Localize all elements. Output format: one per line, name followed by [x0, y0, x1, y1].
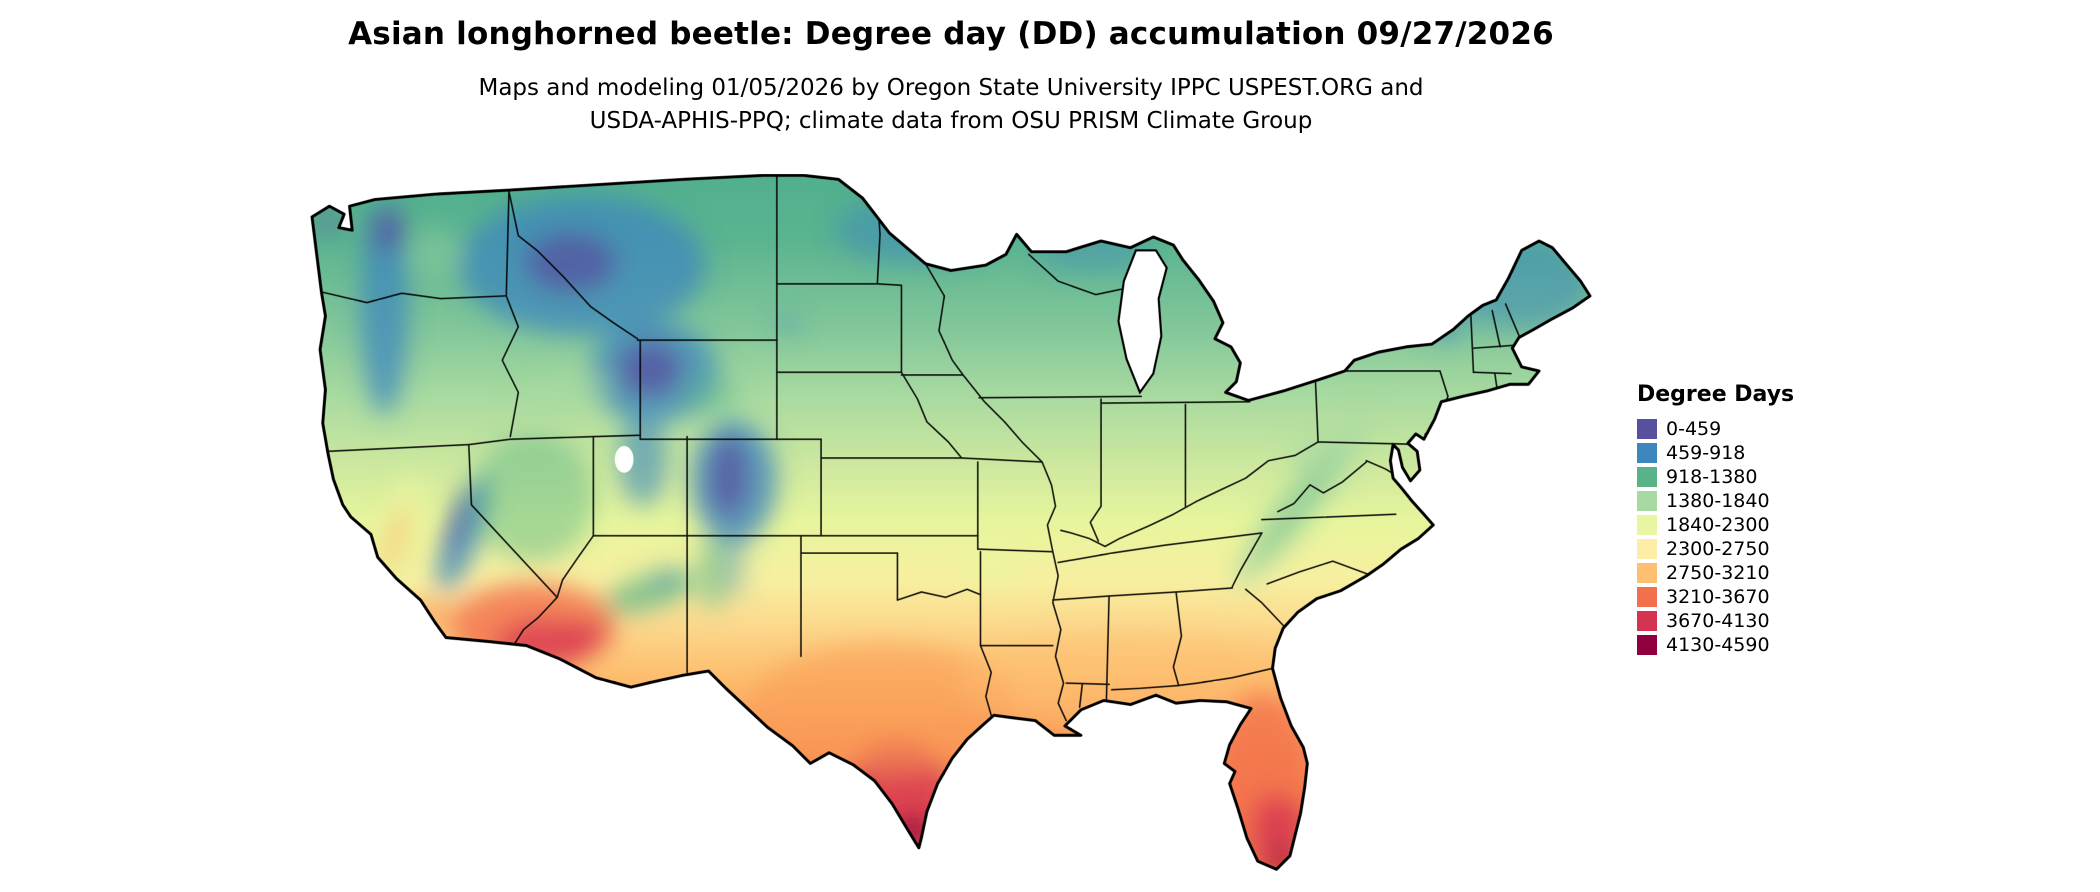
legend-label: 918-1380 [1666, 466, 1758, 488]
legend-label: 2750-3210 [1666, 562, 1770, 584]
legend-label: 4130-4590 [1666, 634, 1770, 656]
legend-item: 1840-2300 [1637, 513, 1794, 537]
legend-swatch [1637, 587, 1657, 607]
legend-label: 2300-2750 [1666, 538, 1770, 560]
legend-item: 0-459 [1637, 417, 1794, 441]
us-degree-day-map [308, 174, 1594, 884]
legend-item: 2750-3210 [1637, 561, 1794, 585]
legend-label: 1840-2300 [1666, 514, 1770, 536]
legend-item: 3210-3670 [1637, 585, 1794, 609]
map-header: Asian longhorned beetle: Degree day (DD)… [0, 16, 1902, 138]
us-map-svg [310, 174, 1592, 871]
legend-item: 459-918 [1637, 441, 1794, 465]
lake-michigan [1117, 249, 1168, 395]
legend-swatch [1637, 635, 1657, 655]
legend-item: 4130-4590 [1637, 633, 1794, 657]
legend-swatch [1637, 515, 1657, 535]
great-salt-lake [614, 445, 634, 473]
legend-label: 3670-4130 [1666, 610, 1770, 632]
legend-swatch [1637, 563, 1657, 583]
legend-label: 0-459 [1666, 418, 1722, 440]
legend-label: 459-918 [1666, 442, 1746, 464]
subtitle-line-1: Maps and modeling 01/05/2026 by Oregon S… [478, 75, 1424, 101]
legend-swatch [1637, 539, 1657, 559]
degree-day-raster [312, 175, 1590, 870]
legend-items: 0-459 459-918 918-1380 1380-1840 1840-2300 23… [1637, 417, 1794, 657]
legend-swatch [1637, 491, 1657, 511]
legend-item: 2300-2750 [1637, 537, 1794, 561]
legend-label: 3210-3670 [1666, 586, 1770, 608]
legend-item: 3670-4130 [1637, 609, 1794, 633]
legend-swatch [1637, 419, 1657, 439]
legend-swatch [1637, 611, 1657, 631]
legend-item: 1380-1840 [1637, 489, 1794, 513]
page-subtitle: Maps and modeling 01/05/2026 by Oregon S… [0, 72, 1902, 138]
page-title: Asian longhorned beetle: Degree day (DD)… [348, 16, 1554, 52]
legend-item: 918-1380 [1637, 465, 1794, 489]
legend-label: 1380-1840 [1666, 490, 1770, 512]
legend: Degree Days 0-459 459-918 918-1380 1380-184… [1637, 382, 1794, 657]
subtitle-line-2: USDA-APHIS-PPQ; climate data from OSU PR… [589, 108, 1313, 134]
legend-title: Degree Days [1637, 382, 1795, 407]
legend-swatch [1637, 443, 1657, 463]
legend-swatch [1637, 467, 1657, 487]
